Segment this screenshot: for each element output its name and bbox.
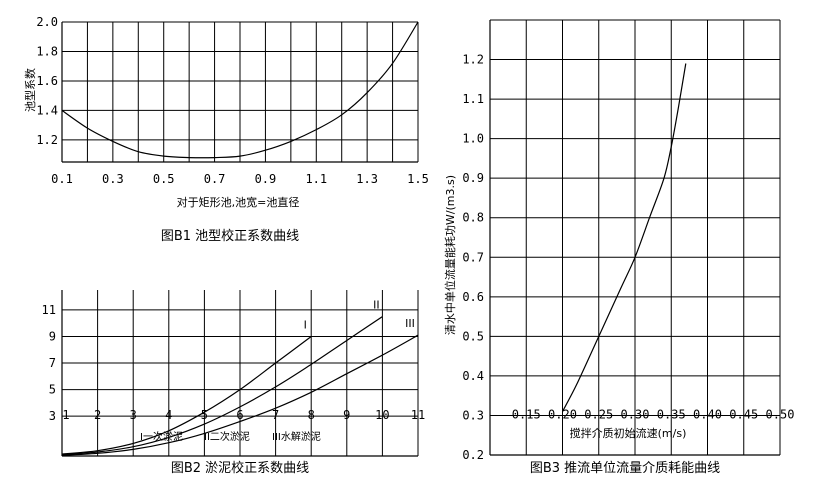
b2-x-tick-label: 9	[343, 408, 350, 422]
b3-y-tick-label: 1.0	[462, 132, 484, 146]
b3-x-tick-label: 0.30	[621, 407, 650, 421]
b2-x-tick-label: 1	[62, 408, 69, 422]
b3-x-tick-label: 0.50	[766, 407, 795, 421]
b1-x-tick-label: 0.9	[255, 172, 277, 186]
b3-y-axis-label: 清水中单位流量能耗功W/(m3.s)	[443, 175, 457, 335]
b3-x-tick-label: 0.25	[584, 407, 613, 421]
b2-y-tick-label: 5	[49, 383, 56, 397]
b3-y-tick-label: 0.7	[462, 250, 484, 264]
b1-y-tick-label: 1.8	[36, 44, 58, 58]
b2-y-tick-label: 3	[49, 409, 56, 423]
b1-x-axis-label: 对于矩形池,池宽=池直径	[177, 195, 300, 209]
b1-x-tick-label: 0.3	[102, 172, 124, 186]
b1-series-line	[61, 21, 419, 159]
b1-x-tick-label: 1.5	[407, 172, 429, 186]
b3-x-tick-label: 0.40	[693, 407, 722, 421]
chart-b1: 0.1 0.3 0.5 0.7 0.9 1.1 1.3 1.5 1.2 1.4 1.6 1.8 2.0…	[23, 15, 429, 244]
b2-y-tick-label: 11	[42, 303, 56, 317]
b1-x-tick-label: 0.7	[204, 172, 226, 186]
b1-y-tick-label: 2.0	[36, 15, 58, 29]
b2-y-tick-label: 7	[49, 356, 56, 370]
b2-title: 图B2 淤泥校正系数曲线	[171, 460, 309, 476]
b3-y-tick-label: 0.5	[462, 329, 484, 343]
b3-y-tick-label: 0.2	[462, 448, 484, 462]
b3-x-tick-label: 0.20	[548, 407, 577, 421]
b2-x-tick-label: 5	[201, 408, 208, 422]
b3-title: 图B3 推流单位流量介质耗能曲线	[530, 461, 720, 476]
b3-x-tick-label: 0.45	[729, 407, 758, 421]
b3-y-tick-label: 1.2	[462, 53, 484, 67]
b3-x-tick-label: 0.15	[512, 407, 541, 421]
b2-x-tick-label: 7	[272, 408, 279, 422]
b2-x-tick-label: 6	[236, 408, 243, 422]
chart-b3: 0.15 0.20 0.25 0.30 0.35 0.40 0.45 0.50 0.2 0.3 0…	[443, 19, 795, 476]
b3-y-tick-label: 0.4	[462, 369, 484, 383]
b2-series-line-II	[61, 316, 383, 456]
b2-legend-1: I一次淤泥	[140, 430, 183, 443]
b2-y-tick-label: 9	[49, 329, 56, 343]
b2-x-tick-label: 2	[94, 408, 101, 422]
b2-legend-2: II二次淤泥	[204, 430, 250, 443]
b3-y-tick-label: 0.6	[462, 290, 484, 304]
b1-x-tick-label: 1.1	[305, 172, 327, 186]
b3-x-axis-label: 搅拌介质初始流速(m/s)	[570, 426, 687, 440]
b2-x-tick-label: 8	[308, 408, 315, 422]
b2-series-label-I: I	[304, 318, 307, 331]
b2-x-tick-label: 10	[375, 408, 389, 422]
b3-y-tick-label: 0.8	[462, 211, 484, 225]
b2-series-line-III	[61, 334, 419, 456]
b2-legend-3: III水解淤泥	[272, 430, 321, 443]
b3-y-tick-label: 0.3	[462, 408, 484, 422]
b3-y-tick-label: 1.1	[462, 92, 484, 106]
b2-series-line-I	[61, 336, 312, 455]
b2-series-label-II: II	[373, 299, 380, 312]
b3-x-tick-label: 0.35	[657, 407, 686, 421]
b2-x-tick-label: 4	[165, 408, 172, 422]
b1-x-tick-label: 0.1	[51, 172, 73, 186]
b1-y-tick-label: 1.2	[36, 133, 58, 147]
b3-y-tick-label: 0.9	[462, 171, 484, 185]
b2-x-tick-label: 11	[411, 408, 425, 422]
b1-x-tick-label: 1.3	[356, 172, 378, 186]
b2-x-tick-label: 3	[130, 408, 137, 422]
b2-series-label-III: III	[405, 317, 415, 330]
b1-y-tick-label: 1.6	[36, 74, 58, 88]
b1-y-axis-label: 池型系数	[23, 68, 37, 112]
b1-y-tick-label: 1.4	[36, 103, 58, 117]
b3-series-line	[561, 63, 687, 412]
b1-x-tick-label: 0.5	[153, 172, 175, 186]
b1-title: 图B1 池型校正系数曲线	[161, 228, 299, 244]
